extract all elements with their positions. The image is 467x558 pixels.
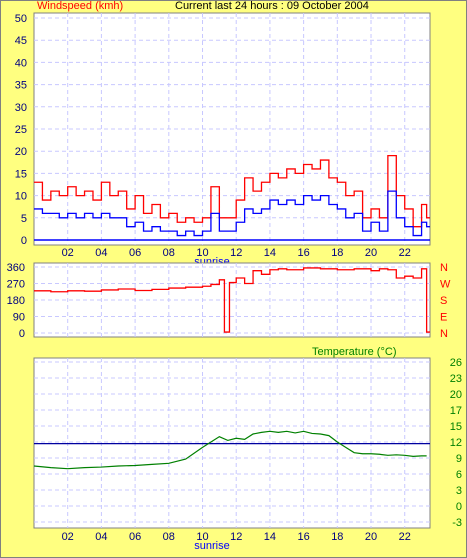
sunrise-label-2: sunrise — [194, 540, 229, 552]
wind-x-tick-16: 16 — [297, 247, 309, 259]
compass-tick-1: W — [440, 279, 451, 291]
windspeed-series-1 — [34, 190, 430, 237]
wind-x-tick-20: 20 — [365, 247, 377, 259]
wind-y-tick-30: 30 — [15, 102, 27, 114]
dir-y-tick-0: 0 — [19, 328, 25, 340]
temp-x-tick-18: 18 — [331, 531, 343, 543]
wind-x-tick-10: 10 — [196, 247, 208, 259]
wind-x-tick-06: 06 — [129, 247, 141, 259]
temp-y-tick-20: 20 — [450, 389, 462, 401]
temp-x-tick-10: 10 — [196, 531, 208, 543]
temp-y-tick-6: 6 — [456, 469, 462, 481]
direction-series — [34, 267, 430, 333]
compass-tick-3: E — [440, 312, 447, 324]
wind-y-tick-10: 10 — [15, 191, 27, 203]
wind-y-tick-50: 50 — [15, 13, 27, 25]
wind-y-tick-20: 20 — [15, 146, 27, 158]
temp-y-tick-12: 12 — [450, 437, 462, 449]
temp-y-tick-0: 0 — [456, 501, 462, 513]
temp-y-tick-9: 9 — [456, 453, 462, 465]
dir-y-tick-270: 270 — [7, 279, 25, 291]
wind-x-tick-04: 04 — [95, 247, 107, 259]
temp-x-tick-06: 06 — [129, 531, 141, 543]
wind-x-tick-02: 02 — [62, 247, 74, 259]
windspeed-axis-label: Windspeed (kmh) — [37, 0, 123, 12]
wind-x-tick-18: 18 — [331, 247, 343, 259]
temperature-series-0 — [33, 430, 427, 470]
wind-y-tick-0: 0 — [21, 235, 27, 247]
windspeed-grid — [34, 13, 430, 245]
temperature-y-ticks: 26 23 20 17 15 12 9 6 3 0 -3 — [450, 357, 462, 529]
temp-y-tick-17: 17 — [450, 405, 462, 417]
windspeed-y-ticks: 0 5 10 15 20 25 30 35 40 45 50 — [15, 13, 27, 247]
dir-y-tick-90: 90 — [13, 312, 25, 324]
temp-x-tick-16: 16 — [297, 531, 309, 543]
temp-y-tick-15: 15 — [450, 421, 462, 433]
wind-y-tick-25: 25 — [15, 124, 27, 136]
temp-x-tick-14: 14 — [264, 531, 276, 543]
windspeed-x-ticks: 02 04 06 08 10 12 14 16 18 20 22 — [62, 247, 411, 259]
windspeed-panel: 0 5 10 15 20 25 30 35 40 45 50 02 04 06 08 10 12 14 16 18 2… — [15, 0, 431, 268]
wind-y-tick-40: 40 — [15, 57, 27, 69]
temp-y-tick-3: 3 — [456, 485, 462, 497]
wind-y-tick-45: 45 — [15, 35, 27, 47]
windspeed-series — [34, 154, 430, 237]
temp-x-tick-22: 22 — [399, 531, 411, 543]
direction-grid — [34, 263, 430, 337]
wind-x-tick-14: 14 — [264, 247, 276, 259]
direction-series-0 — [34, 267, 430, 333]
temp-y-tick-26: 26 — [450, 357, 462, 369]
temp-x-tick-20: 20 — [365, 531, 377, 543]
temperature-series — [33, 430, 427, 470]
wind-x-tick-22: 22 — [399, 247, 411, 259]
temperature-axis-label: Temperature (°C) — [312, 346, 396, 358]
temperature-x-ticks: 02 04 06 08 10 12 14 16 18 20 22 — [62, 531, 411, 543]
compass-tick-2: S — [440, 295, 447, 307]
wind-x-tick-12: 12 — [230, 247, 242, 259]
temp-x-tick-04: 04 — [95, 531, 107, 543]
temp-y-tick--3: -3 — [452, 517, 462, 529]
temp-y-tick-23: 23 — [450, 373, 462, 385]
temp-x-tick-08: 08 — [163, 531, 175, 543]
temperature-grid — [34, 358, 430, 528]
wind-y-tick-35: 35 — [15, 80, 27, 92]
dir-y-tick-360: 360 — [7, 262, 25, 274]
dir-y-tick-180: 180 — [7, 295, 25, 307]
windspeed-series-0 — [34, 154, 430, 228]
compass-tick-0: N — [440, 262, 448, 274]
temp-x-tick-12: 12 — [230, 531, 242, 543]
chart-title: Current last 24 hours : 09 October 2004 — [175, 0, 369, 12]
wind-y-tick-15: 15 — [15, 168, 27, 180]
compass-tick-4: N — [440, 328, 448, 340]
wind-x-tick-08: 08 — [163, 247, 175, 259]
wind-y-tick-5: 5 — [21, 213, 27, 225]
direction-y-ticks: 0 90 180 270 360 — [7, 262, 25, 340]
temp-x-tick-02: 02 — [62, 531, 74, 543]
